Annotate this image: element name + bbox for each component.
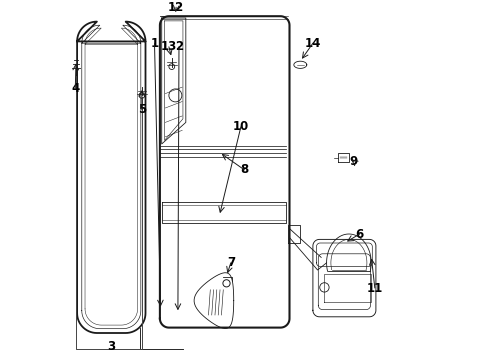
Text: 13: 13 (161, 40, 177, 53)
Text: 10: 10 (232, 120, 248, 133)
Text: 14: 14 (304, 37, 321, 50)
Text: 12: 12 (168, 1, 184, 14)
Text: 5: 5 (138, 103, 146, 116)
Text: 8: 8 (240, 163, 248, 176)
Text: 3: 3 (107, 340, 115, 353)
Text: 4: 4 (71, 82, 79, 95)
Text: 6: 6 (355, 228, 363, 240)
Text: 7: 7 (226, 256, 234, 269)
Text: 9: 9 (349, 155, 357, 168)
Text: 11: 11 (366, 282, 382, 294)
Text: 2: 2 (175, 40, 183, 53)
Text: 1: 1 (150, 37, 158, 50)
